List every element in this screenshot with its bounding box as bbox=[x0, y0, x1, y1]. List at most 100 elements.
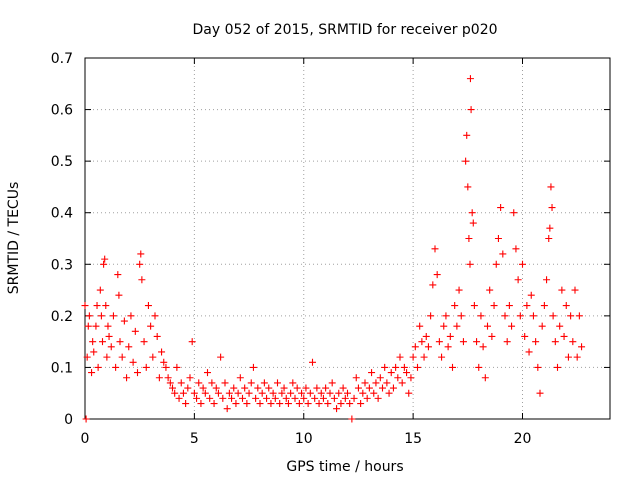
data-point bbox=[175, 394, 183, 402]
data-point bbox=[324, 400, 332, 408]
y-tick-label: 0.2 bbox=[51, 309, 73, 325]
data-point bbox=[274, 379, 281, 387]
data-point bbox=[396, 353, 404, 361]
data-point bbox=[169, 384, 176, 392]
data-point bbox=[365, 384, 373, 392]
data-point bbox=[499, 250, 507, 258]
data-point bbox=[549, 312, 557, 320]
data-point bbox=[569, 338, 577, 346]
data-point bbox=[492, 260, 500, 268]
data-point bbox=[265, 384, 273, 392]
data-point bbox=[177, 379, 185, 387]
data-point bbox=[291, 394, 299, 402]
data-point bbox=[573, 353, 581, 361]
y-axis-label: SRMTID / TECUs bbox=[6, 182, 22, 295]
data-point bbox=[545, 235, 553, 242]
data-point bbox=[567, 312, 575, 320]
data-point bbox=[193, 394, 201, 402]
data-point bbox=[469, 219, 477, 227]
data-point bbox=[304, 400, 312, 408]
y-tick-label: 0 bbox=[64, 412, 73, 428]
data-point bbox=[204, 369, 211, 377]
data-point bbox=[341, 394, 349, 402]
data-point bbox=[348, 415, 356, 423]
data-point bbox=[263, 394, 271, 402]
data-point bbox=[186, 374, 194, 382]
data-point bbox=[420, 353, 428, 361]
data-point bbox=[144, 302, 152, 310]
data-point bbox=[481, 374, 489, 382]
data-point bbox=[405, 389, 413, 397]
data-point bbox=[232, 400, 240, 408]
data-point bbox=[465, 235, 473, 242]
data-point bbox=[114, 271, 122, 279]
data-point bbox=[488, 332, 496, 340]
data-point bbox=[104, 322, 112, 330]
data-point bbox=[451, 302, 459, 310]
data-point bbox=[442, 312, 450, 320]
data-point bbox=[149, 353, 157, 361]
data-point bbox=[464, 183, 472, 191]
data-point bbox=[374, 394, 382, 402]
data-point bbox=[309, 358, 316, 366]
data-point bbox=[179, 389, 187, 397]
data-point bbox=[512, 245, 520, 253]
data-point bbox=[101, 255, 109, 263]
data-point bbox=[315, 400, 323, 408]
data-point bbox=[254, 384, 262, 392]
data-point bbox=[438, 353, 446, 361]
data-point bbox=[228, 394, 236, 402]
data-point bbox=[129, 358, 137, 366]
data-point bbox=[93, 302, 101, 310]
data-point bbox=[120, 317, 128, 325]
data-point bbox=[102, 302, 110, 310]
data-point bbox=[140, 338, 148, 346]
data-point bbox=[521, 332, 529, 340]
data-point bbox=[543, 276, 551, 284]
data-point bbox=[562, 302, 570, 310]
data-point bbox=[245, 389, 253, 397]
data-point bbox=[466, 260, 474, 268]
data-point bbox=[206, 394, 214, 402]
data-point bbox=[523, 302, 531, 310]
data-point bbox=[241, 384, 249, 392]
data-point bbox=[99, 338, 106, 346]
data-point bbox=[330, 394, 338, 402]
data-point bbox=[490, 302, 498, 310]
data-point bbox=[459, 338, 467, 346]
data-point bbox=[516, 312, 524, 320]
data-point bbox=[197, 400, 205, 408]
data-point bbox=[376, 374, 384, 382]
data-point bbox=[503, 338, 511, 346]
data-point bbox=[560, 332, 568, 340]
x-tick-label: 10 bbox=[295, 431, 313, 447]
data-point bbox=[400, 363, 408, 371]
data-point bbox=[208, 379, 216, 387]
data-point bbox=[467, 106, 475, 114]
data-point bbox=[85, 312, 93, 320]
data-point bbox=[463, 131, 471, 139]
data-point bbox=[416, 322, 424, 330]
data-point bbox=[558, 286, 566, 294]
data-point bbox=[123, 374, 131, 382]
data-point bbox=[136, 260, 144, 268]
data-point bbox=[525, 348, 533, 356]
x-tick-label: 15 bbox=[404, 431, 422, 447]
data-point bbox=[162, 363, 170, 371]
data-point bbox=[455, 286, 463, 294]
data-point bbox=[411, 343, 419, 351]
data-point bbox=[96, 286, 104, 294]
data-point bbox=[394, 374, 402, 382]
data-point bbox=[501, 312, 509, 320]
data-point bbox=[82, 415, 90, 423]
data-point bbox=[278, 389, 286, 397]
y-tick-label: 0.5 bbox=[51, 154, 73, 170]
data-point bbox=[219, 394, 227, 402]
data-point bbox=[433, 271, 441, 279]
y-tick-label: 0.3 bbox=[51, 257, 73, 273]
data-point bbox=[214, 389, 222, 397]
data-point bbox=[398, 379, 406, 387]
data-point bbox=[118, 353, 126, 361]
data-point bbox=[352, 374, 360, 382]
